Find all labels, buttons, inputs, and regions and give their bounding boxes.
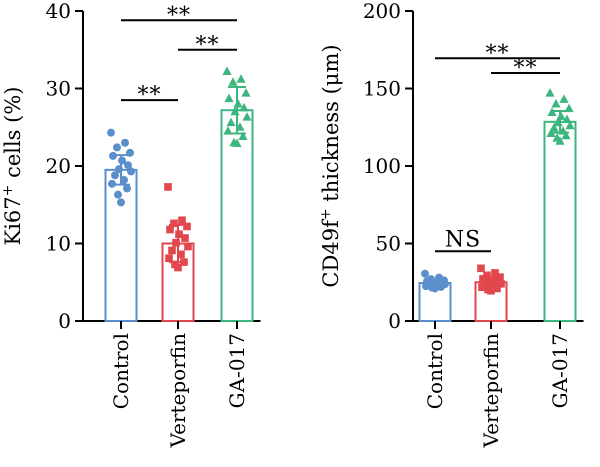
y-tick-label: 0 — [388, 309, 401, 333]
data-point — [228, 77, 238, 86]
data-point — [224, 93, 234, 103]
data-point — [113, 143, 121, 152]
data-point — [239, 102, 249, 112]
data-point — [421, 269, 429, 278]
data-point — [164, 183, 172, 191]
data-point — [120, 175, 128, 184]
y-tick-label: 0 — [58, 309, 71, 333]
data-point — [233, 99, 243, 108]
data-point — [124, 161, 132, 170]
bar-ga-017 — [543, 120, 577, 322]
data-point — [546, 128, 556, 137]
data-point — [562, 114, 572, 123]
data-point — [223, 126, 233, 135]
y-tick-label: 40 — [46, 0, 71, 23]
data-point — [172, 238, 180, 247]
data-point — [496, 273, 504, 281]
data-point — [551, 99, 561, 108]
significance-label: ** — [138, 83, 162, 108]
x-tick-label: Control — [109, 333, 133, 409]
x-tick-label: Verteporfin — [479, 333, 503, 449]
data-point — [232, 138, 242, 148]
y-tick-label: 30 — [46, 77, 71, 101]
data-point — [115, 165, 123, 174]
x-tick-label: GA-017 — [225, 333, 249, 408]
significance-label: NS — [445, 227, 481, 252]
panel-cd49f: 0 50 100 150 200 Control Verteporfin GA-017 NS **… — [318, 0, 584, 449]
data-point — [127, 167, 135, 176]
data-point — [175, 230, 183, 238]
data-point — [479, 275, 487, 283]
data-point — [238, 131, 248, 141]
data-point — [483, 271, 491, 280]
significance-label: ** — [167, 3, 191, 28]
data-point — [485, 278, 493, 287]
x-tick-label: Verteporfin — [166, 333, 190, 449]
data-point — [181, 234, 189, 242]
data-point — [177, 250, 185, 259]
data-point — [183, 222, 191, 231]
data-point — [178, 216, 186, 225]
data-point — [126, 148, 134, 157]
data-point — [174, 263, 182, 272]
data-point — [242, 112, 252, 121]
data-point — [241, 88, 251, 97]
data-point — [555, 136, 565, 145]
data-point — [545, 88, 555, 97]
data-point — [564, 103, 574, 113]
data-point — [108, 179, 116, 188]
data-point — [230, 106, 240, 116]
data-point — [226, 117, 236, 127]
data-point — [497, 280, 505, 288]
x-tick-label: Control — [423, 333, 447, 409]
data-point — [166, 225, 174, 234]
y-tick-label: 200 — [363, 0, 401, 23]
y-tick-label: 20 — [46, 154, 71, 178]
y-axis-title: Ki67+ cells (%) — [0, 87, 25, 246]
data-point — [180, 258, 188, 266]
data-point — [236, 74, 246, 83]
data-point — [565, 120, 575, 130]
data-point — [184, 242, 192, 251]
data-point — [121, 138, 129, 147]
data-point — [165, 254, 173, 263]
data-point — [118, 156, 126, 165]
data-point — [114, 190, 122, 199]
significance-label: ** — [196, 33, 220, 58]
y-tick-label: 50 — [376, 232, 401, 256]
data-point — [549, 123, 559, 132]
y-tick-label: 10 — [46, 232, 71, 256]
y-tick-label: 100 — [363, 154, 401, 178]
data-point — [107, 128, 115, 137]
significance-label: ** — [514, 56, 538, 81]
data-point — [222, 66, 232, 75]
data-point — [491, 269, 499, 277]
data-point — [547, 107, 557, 117]
data-point — [556, 111, 566, 120]
data-point — [477, 264, 485, 273]
data-point — [487, 286, 495, 295]
data-point — [109, 151, 117, 160]
x-tick-label: GA-017 — [548, 333, 572, 408]
data-point — [123, 184, 131, 193]
data-point — [422, 282, 430, 291]
y-axis-title: CD49f+ thickness (μm) — [318, 44, 343, 287]
data-point — [168, 246, 176, 255]
data-point — [493, 284, 501, 293]
data-point — [111, 171, 119, 180]
data-point — [170, 219, 178, 228]
data-point — [437, 282, 445, 291]
data-point — [559, 94, 569, 103]
data-point — [561, 130, 571, 140]
data-point — [431, 284, 439, 293]
significance-label: ** — [486, 41, 510, 66]
y-tick-label: 150 — [363, 77, 401, 101]
data-point — [235, 122, 245, 131]
data-point — [553, 117, 563, 127]
data-point — [117, 198, 125, 207]
data-point — [478, 283, 486, 292]
